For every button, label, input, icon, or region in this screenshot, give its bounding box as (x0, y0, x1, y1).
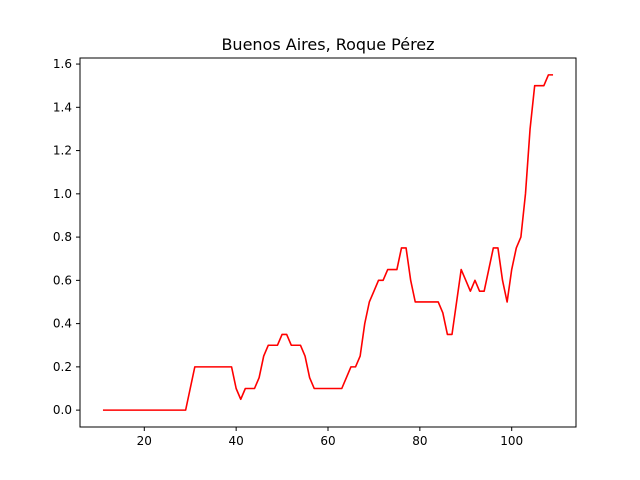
chart-title: Buenos Aires, Roque Pérez (221, 35, 434, 54)
y-tick-label: 1.2 (53, 144, 72, 158)
y-tick-label: 0.2 (53, 360, 72, 374)
x-tick-label: 60 (320, 434, 335, 448)
series-line (102, 74, 554, 411)
y-tick-label: 0.4 (53, 317, 72, 331)
y-tick-label: 0.0 (53, 403, 72, 417)
y-tick-label: 0.6 (53, 273, 72, 287)
x-tick-label: 80 (412, 434, 427, 448)
x-tick-label: 20 (137, 434, 152, 448)
y-tick-label: 1.0 (53, 187, 72, 201)
y-tick-label: 1.6 (53, 57, 72, 71)
y-axis: 0.0 0.2 0.4 0.6 0.8 1.0 1.2 1.4 1.6 (53, 57, 80, 417)
x-axis: 20 40 60 80 100 (137, 427, 523, 448)
x-tick-label: 40 (229, 434, 244, 448)
x-tick-label: 100 (500, 434, 523, 448)
plot-area (80, 58, 576, 427)
y-tick-label: 1.4 (53, 100, 72, 114)
y-tick-label: 0.8 (53, 230, 72, 244)
plot-frame (79, 57, 577, 428)
